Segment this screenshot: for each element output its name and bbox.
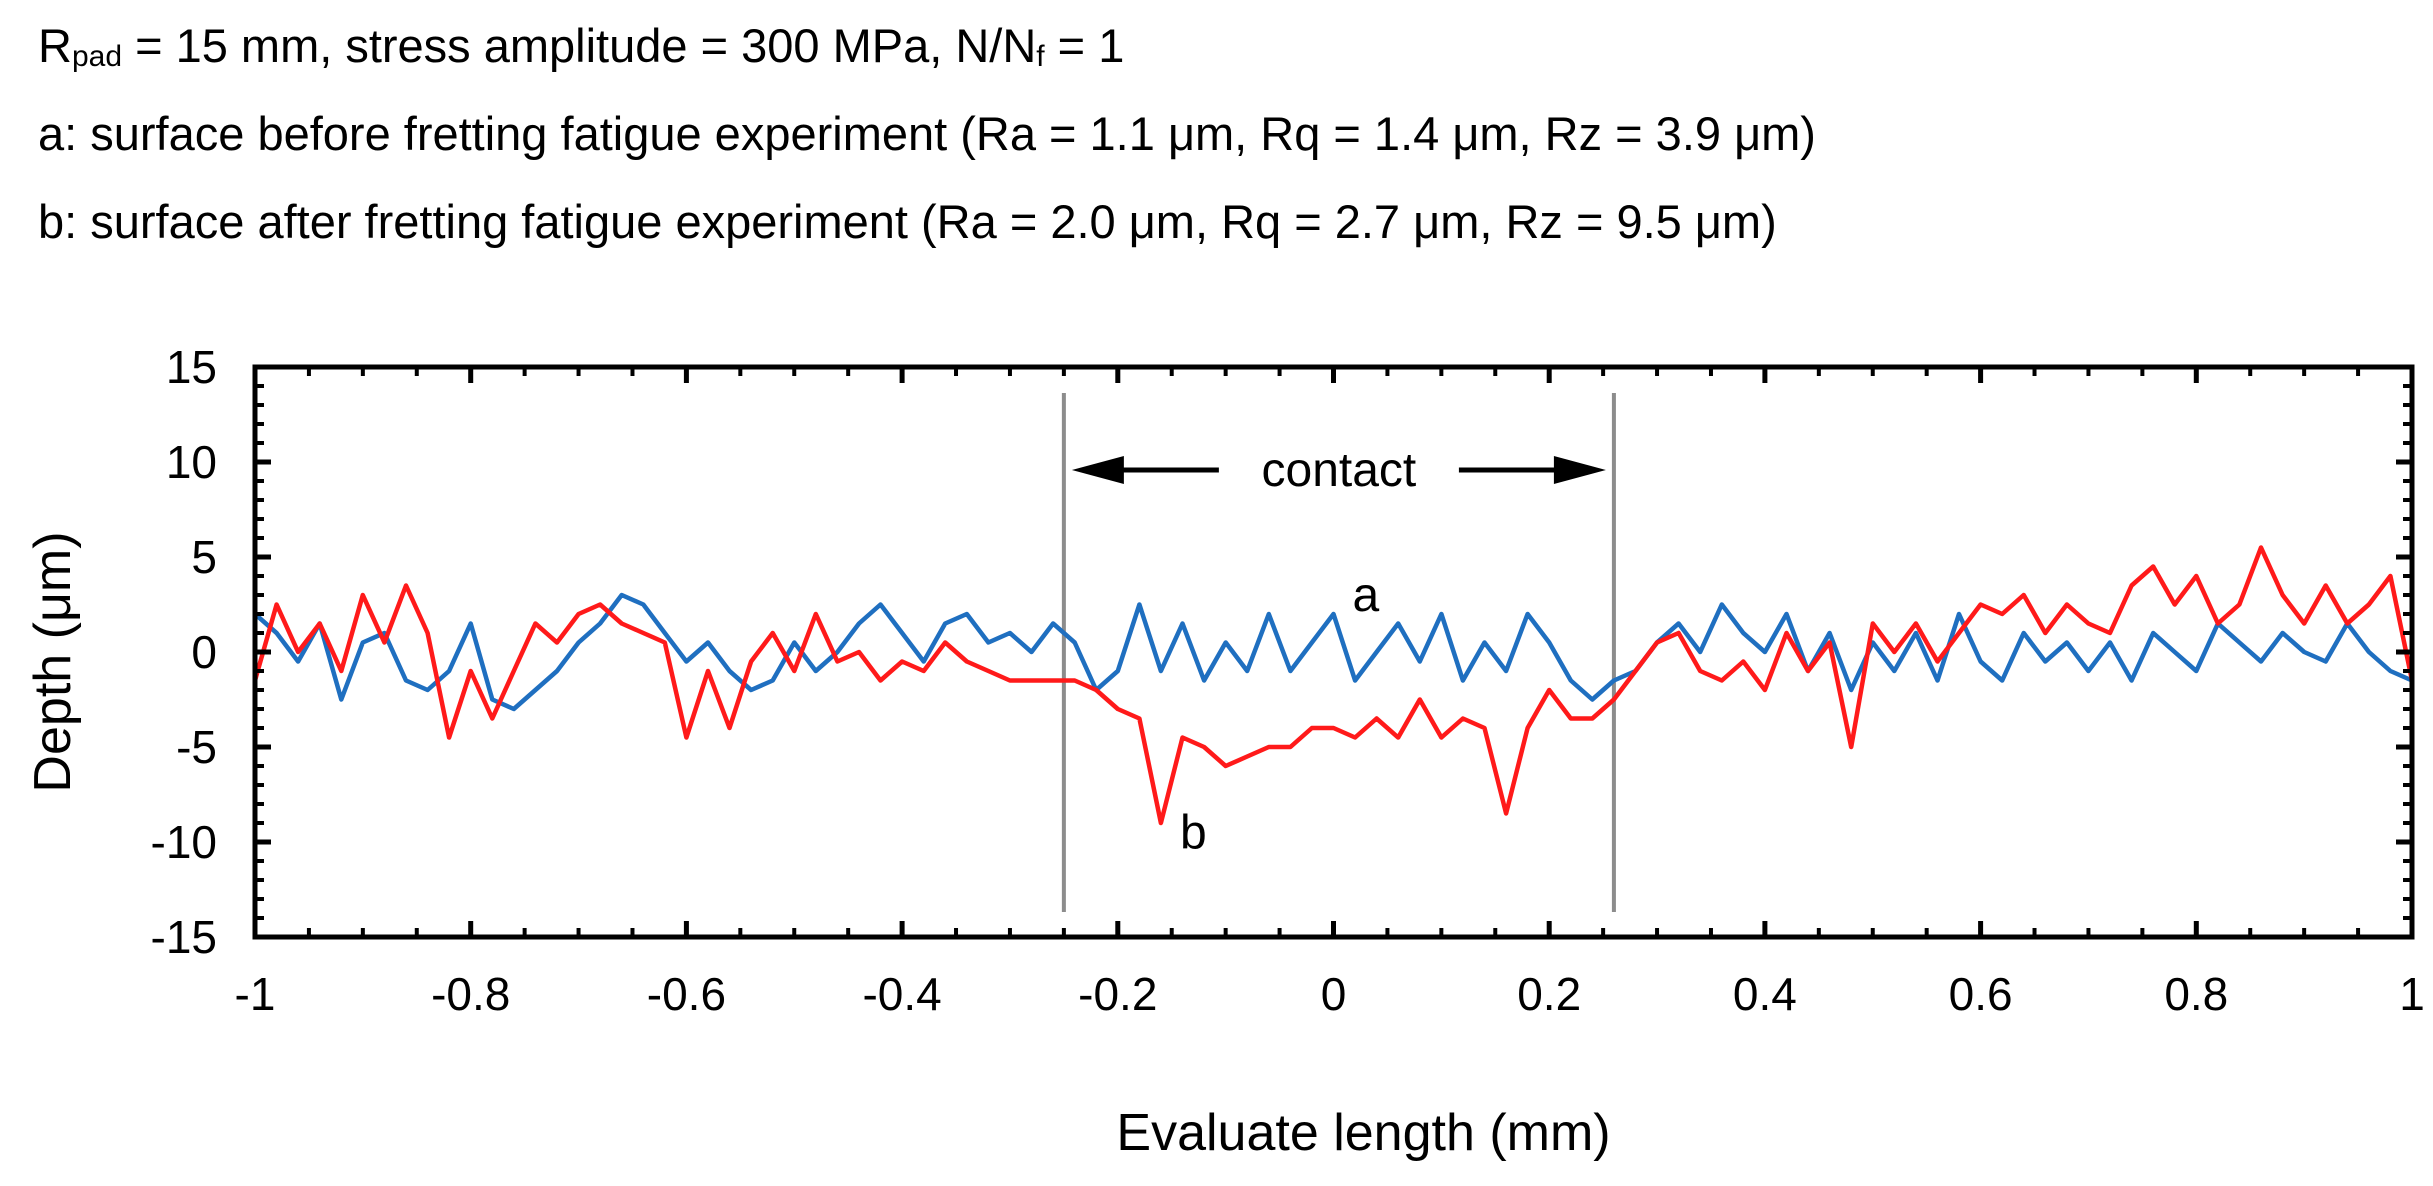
y-tick-label: 15 <box>166 341 217 393</box>
y-axis-title: Depth (μm) <box>24 531 82 792</box>
series-a-line <box>253 592 2413 712</box>
y-tick-label: 0 <box>191 626 217 678</box>
contact-region <box>1061 393 1616 912</box>
header-b-text: b: surface after fretting fatigue experi… <box>38 195 908 248</box>
series-group <box>252 545 2415 826</box>
contact-label: contact <box>1262 444 1417 497</box>
contact-arrow-left-head <box>1071 456 1124 484</box>
series-b-label: b <box>1180 807 1207 860</box>
x-tick-label: 0.8 <box>2164 968 2228 1020</box>
header-r-subscript: pad <box>71 40 123 73</box>
series-b-line <box>252 545 2415 826</box>
contact-arrow-right-head <box>1553 456 1606 484</box>
x-tick-label: 1 <box>2399 968 2425 1020</box>
y-tick-label: -15 <box>151 911 217 963</box>
axes-group: -1 -0.8 -0.6 -0.4 -0.2 0 0.2 0.4 0.6 0.8 1 -15 -10 -5… <box>24 341 2425 1162</box>
x-tick-label: 0 <box>1321 968 1347 1020</box>
header-r-symbol: R <box>38 19 72 72</box>
y-tick-label: -5 <box>176 721 217 773</box>
header-line1-end: = 1 <box>1044 19 1125 72</box>
annotations-group: contact a b <box>1071 444 1606 860</box>
header-line-params: Rpad = 15 mm, stress amplitude = 300 MPa… <box>38 22 1124 72</box>
x-tick-label: -0.6 <box>647 968 726 1020</box>
header-a-roughness: (Ra = 1.1 μm, Rq = 1.4 μm, Rz = 3.9 μm) <box>960 107 1816 160</box>
header-b-roughness: (Ra = 2.0 μm, Rq = 2.7 μm, Rz = 9.5 μm) <box>921 195 1777 248</box>
x-tick-label: -0.2 <box>1078 968 1157 1020</box>
x-tick-label: -0.4 <box>862 968 941 1020</box>
x-tick-label: 0.4 <box>1733 968 1797 1020</box>
y-tick-label: 10 <box>166 436 217 488</box>
x-tick-label: 0.6 <box>1949 968 2013 1020</box>
header-nf-subscript: f <box>1036 40 1045 73</box>
series-a-label: a <box>1353 569 1380 622</box>
y-tick-label: -10 <box>151 816 217 868</box>
x-tick-label: 0.2 <box>1517 968 1581 1020</box>
x-tick-label: -0.8 <box>431 968 510 1020</box>
x-axis-title: Evaluate length (mm) <box>1116 1104 1610 1162</box>
header-line-b: b: surface after fretting fatigue experi… <box>38 198 1777 245</box>
x-tick-label: -1 <box>235 968 276 1020</box>
header-a-text: a: surface before fretting fatigue exper… <box>38 107 948 160</box>
header-line1-middle: = 15 mm, stress amplitude = 300 MPa, N/N <box>122 19 1037 72</box>
y-tick-label: 5 <box>191 531 217 583</box>
header-line-a: a: surface before fretting fatigue exper… <box>38 110 1816 157</box>
